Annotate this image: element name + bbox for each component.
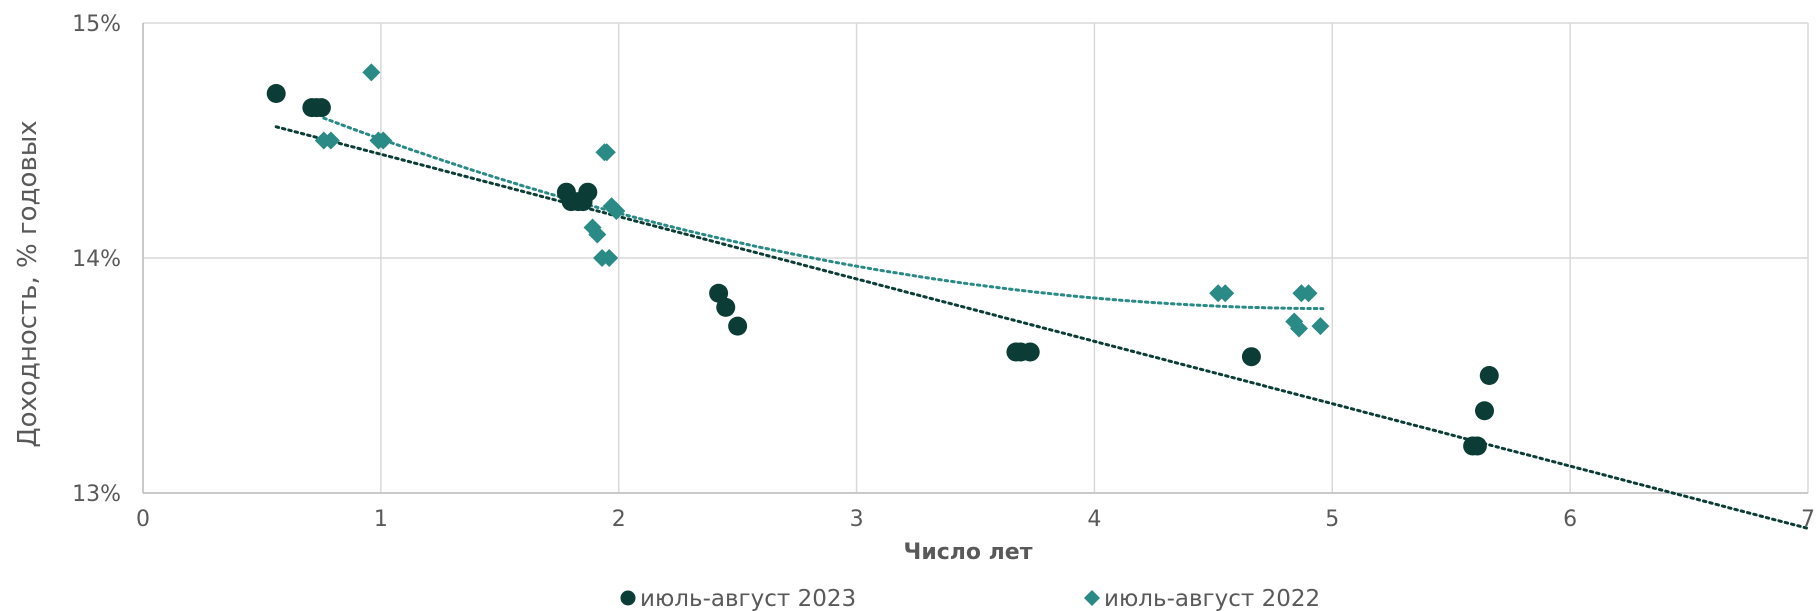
y-tick-labels: 13% 14% 15% [72,12,121,507]
data-point-circle [578,182,598,202]
legend-label-2022: июль-август 2022 [1104,586,1320,611]
legend-item-2023: июль-август 2023 [620,586,856,611]
data-point-diamond [374,131,393,150]
data-point-diamond [1216,284,1235,303]
x-tick-label: 3 [850,507,864,532]
y-tick-label: 15% [72,12,121,37]
x-tick-label: 5 [1325,507,1339,532]
data-point-diamond [362,63,381,82]
trendline-series-1 [322,116,1325,311]
x-axis-title: Число лет [904,540,1033,565]
legend-marker-diamond [1084,590,1100,606]
data-point-circle [728,316,748,336]
data-point-circle [1020,342,1040,362]
x-tick-label: 4 [1087,507,1101,532]
data-point-circle [1479,366,1499,385]
data-point-circle [311,98,331,118]
data-point-diamond [607,202,626,220]
trendlines [274,116,1810,530]
data-point-diamond [321,131,340,150]
data-point-circle [709,283,729,303]
data-point-circle [1241,347,1261,367]
x-tick-labels: 0 1 2 3 4 5 6 7 [136,507,1815,532]
data-point-diamond [597,143,616,162]
y-tick-label: 14% [72,247,121,272]
data-point-circle [716,297,736,317]
y-tick-label: 13% [72,482,121,507]
legend: июль-август 2023 июль-август 2022 [620,586,1320,611]
x-tick-label: 7 [1801,507,1815,532]
legend-marker-circle [620,590,636,606]
data-point-circle [1475,401,1495,421]
data-point-circle [266,84,286,103]
data-points [266,63,1499,456]
legend-label-2023: июль-август 2023 [640,586,856,611]
legend-item-2022: июль-август 2022 [1084,586,1320,611]
x-tick-label: 0 [136,507,150,532]
axes [142,23,1808,494]
x-tick-label: 6 [1563,507,1577,532]
x-tick-label: 2 [612,507,626,532]
data-point-diamond [1311,317,1330,336]
data-point-circle [1467,436,1487,456]
trendline-series-0 [274,125,1810,530]
data-point-diamond [588,225,607,244]
grid [142,22,1809,494]
x-tick-label: 1 [374,507,388,532]
data-point-diamond [600,249,619,267]
y-axis-title: Доходность, % годовых [13,120,43,447]
data-point-diamond [1289,319,1308,338]
data-point-diamond [1299,284,1318,303]
